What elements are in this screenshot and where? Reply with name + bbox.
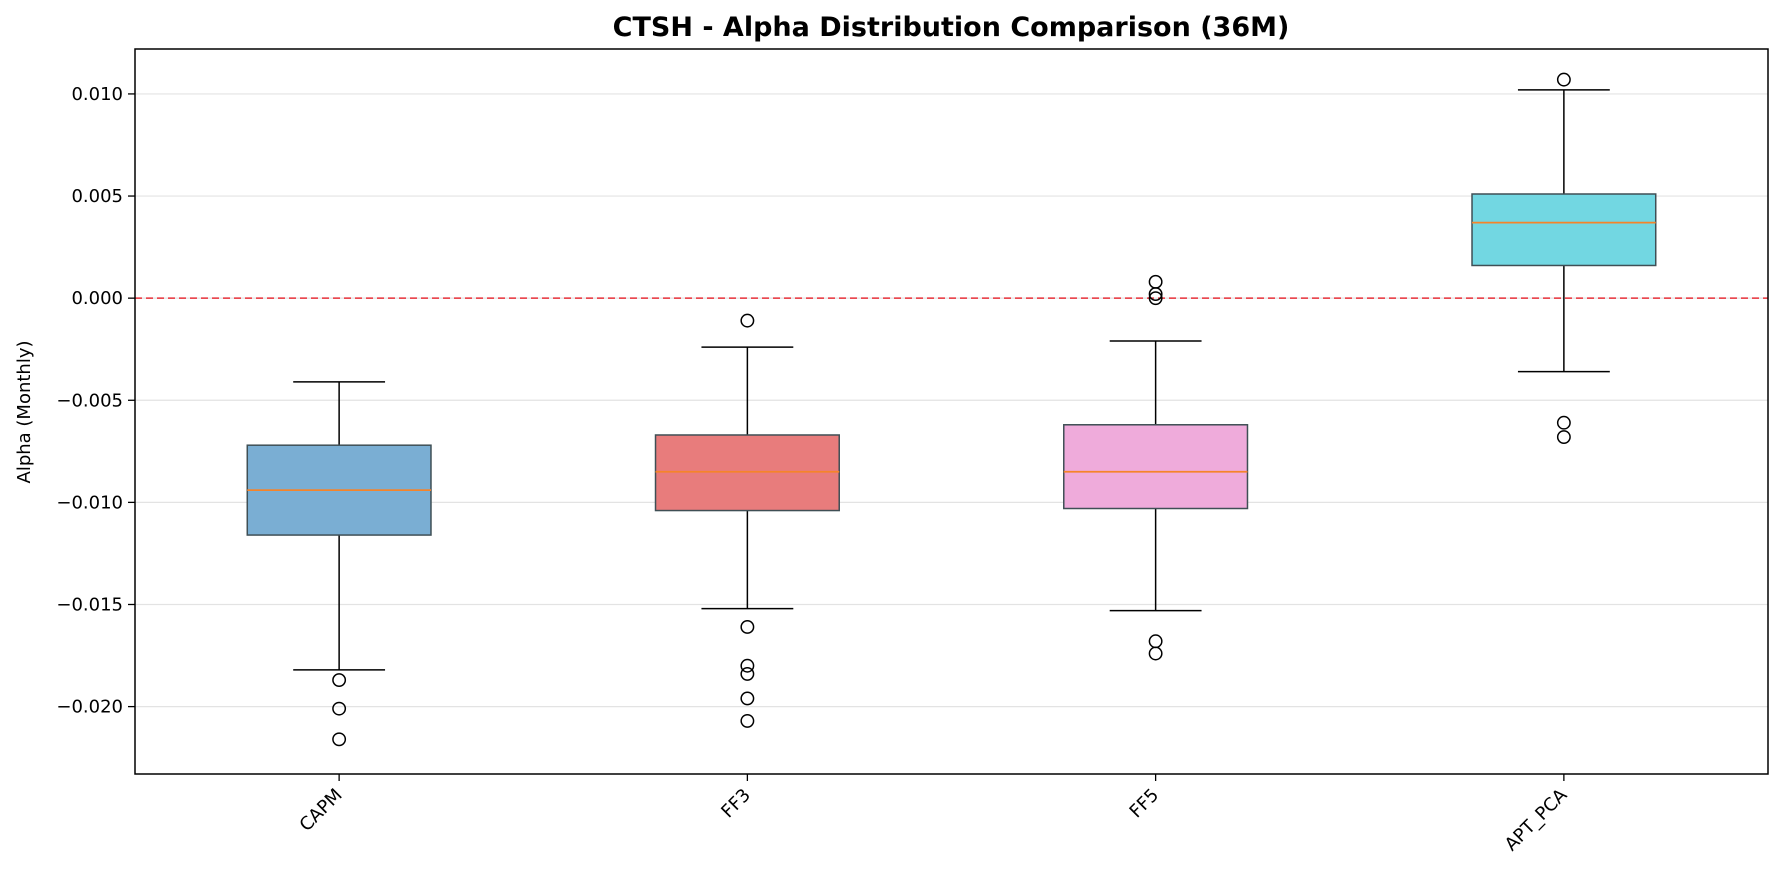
outlier-point (740, 666, 755, 681)
outlier-point (332, 701, 347, 716)
box-ff5 (1063, 274, 1249, 661)
y-tick-label: 0.010 (71, 84, 123, 105)
y-tick-label: −0.015 (56, 594, 123, 615)
x-tick-label: APT_PCA (1501, 784, 1572, 855)
y-tick-label: −0.010 (56, 492, 123, 513)
x-tick-label: FF3 (717, 785, 755, 823)
outlier-point (740, 620, 755, 634)
box-capm (246, 381, 432, 747)
outlier-point (1556, 72, 1571, 87)
outlier-point (740, 691, 755, 706)
outlier-point (332, 673, 347, 688)
outlier-point (1556, 415, 1571, 430)
outlier-point (1148, 646, 1163, 661)
outlier-point (740, 658, 755, 673)
box-apt-pca (1471, 72, 1657, 444)
y-axis-label: Alpha (Monthly) (14, 340, 35, 483)
x-tick-label: CAPM (296, 785, 347, 836)
chart-title: CTSH - Alpha Distribution Comparison (36… (613, 12, 1290, 43)
box-ff3 (654, 313, 840, 728)
outlier-point (740, 313, 755, 328)
gridlines (135, 93, 1768, 708)
x-tick-label: FF5 (1126, 785, 1164, 823)
outlier-point (1148, 291, 1163, 306)
outlier-point (1148, 287, 1163, 302)
plot-frame (134, 48, 1769, 775)
outlier-point (740, 713, 755, 728)
boxes (246, 72, 1657, 747)
outlier-point (1556, 430, 1571, 444)
y-tick-label: 0.000 (71, 288, 123, 309)
y-tick-label: −0.020 (56, 697, 123, 718)
iqr-box (654, 434, 840, 512)
outlier-point (1148, 274, 1163, 289)
y-tick-label: 0.005 (71, 186, 123, 207)
y-tick-label: −0.005 (56, 390, 123, 411)
outlier-point (1148, 634, 1163, 649)
iqr-box (1471, 193, 1657, 267)
outlier-point (332, 732, 347, 747)
iqr-box (1063, 424, 1249, 510)
